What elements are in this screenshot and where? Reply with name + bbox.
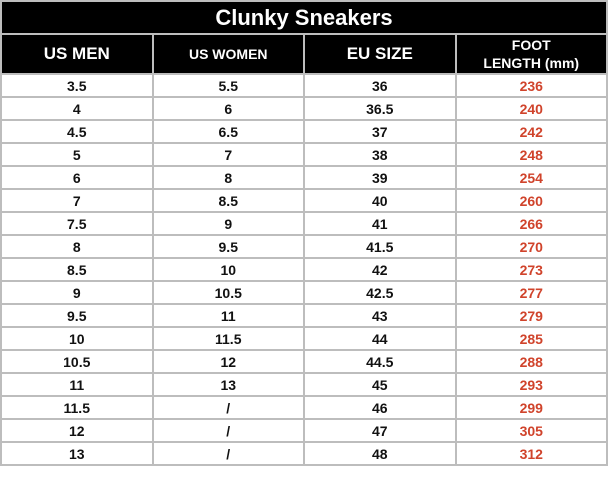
cell-us-men: 4.5 (0, 119, 154, 144)
table-row: 3.5 5.5 36 236 (0, 73, 608, 98)
cell-foot-length: 312 (454, 441, 608, 466)
cell-us-men: 5 (0, 142, 154, 167)
table-row: 4.5 6.5 37 242 (0, 119, 608, 144)
cell-us-women: 10 (151, 257, 305, 282)
cell-us-women: 12 (151, 349, 305, 374)
cell-us-women: 9.5 (151, 234, 305, 259)
cell-foot-length: 260 (454, 188, 608, 213)
table-row: 13/48 312 (0, 441, 608, 466)
cell-eu-size: 46 (303, 395, 457, 420)
header-foot-line1: FOOT (511, 37, 551, 53)
cell-us-women: 8.5 (151, 188, 305, 213)
cell-foot-length: 242 (454, 119, 608, 144)
table-row: 8.5 10 42 273 (0, 257, 608, 282)
cell-foot-length: 299 (454, 395, 608, 420)
cell-eu-size: 36 (303, 73, 457, 98)
cell-eu-size: 44 (303, 326, 457, 351)
header-foot-line2: LENGTH (mm) (483, 55, 580, 71)
header-us-women: US WOMEN (151, 33, 305, 75)
cell-foot-length: 266 (454, 211, 608, 236)
cell-us-men: 12 (0, 418, 154, 443)
cell-foot-length: 248 (454, 142, 608, 167)
cell-foot-length: 273 (454, 257, 608, 282)
cell-us-women: / (151, 418, 305, 443)
cell-us-women: 13 (151, 372, 305, 397)
cell-us-men: 13 (0, 441, 154, 466)
cell-eu-size: 42.5 (303, 280, 457, 305)
cell-us-men: 6 (0, 165, 154, 190)
cell-eu-size: 38 (303, 142, 457, 167)
cell-us-men: 4 (0, 96, 154, 121)
cell-us-men: 8 (0, 234, 154, 259)
table-row: 10.5 12 44.5 288 (0, 349, 608, 374)
table-row: 9.5 11 43 279 (0, 303, 608, 328)
cell-eu-size: 36.5 (303, 96, 457, 121)
header-us-men: US MEN (0, 33, 154, 75)
cell-eu-size: 44.5 (303, 349, 457, 374)
chart-title: Clunky Sneakers (0, 0, 608, 35)
cell-us-men: 8.5 (0, 257, 154, 282)
table-row: 12/47 305 (0, 418, 608, 443)
cell-us-women: 7 (151, 142, 305, 167)
cell-eu-size: 39 (303, 165, 457, 190)
cell-foot-length: 254 (454, 165, 608, 190)
cell-eu-size: 37 (303, 119, 457, 144)
cell-us-women: 10.5 (151, 280, 305, 305)
cell-eu-size: 48 (303, 441, 457, 466)
cell-foot-length: 293 (454, 372, 608, 397)
table-row: 11 13 45 293 (0, 372, 608, 397)
cell-us-men: 11 (0, 372, 154, 397)
cell-us-women: 11 (151, 303, 305, 328)
cell-eu-size: 41 (303, 211, 457, 236)
cell-foot-length: 305 (454, 418, 608, 443)
cell-foot-length: 240 (454, 96, 608, 121)
table-row: 10 11.5 44 285 (0, 326, 608, 351)
cell-foot-length: 236 (454, 73, 608, 98)
cell-us-women: 11.5 (151, 326, 305, 351)
cell-eu-size: 42 (303, 257, 457, 282)
cell-us-men: 3.5 (0, 73, 154, 98)
header-eu-size: EU SIZE (303, 33, 457, 75)
cell-foot-length: 285 (454, 326, 608, 351)
cell-us-women: 8 (151, 165, 305, 190)
cell-foot-length: 277 (454, 280, 608, 305)
cell-foot-length: 270 (454, 234, 608, 259)
cell-foot-length: 288 (454, 349, 608, 374)
cell-foot-length: 279 (454, 303, 608, 328)
cell-us-men: 9 (0, 280, 154, 305)
cell-us-men: 10 (0, 326, 154, 351)
cell-eu-size: 45 (303, 372, 457, 397)
cell-us-men: 11.5 (0, 395, 154, 420)
cell-us-men: 7.5 (0, 211, 154, 236)
size-chart-table: Clunky Sneakers US MEN US WOMEN EU SIZE … (0, 0, 608, 466)
cell-eu-size: 47 (303, 418, 457, 443)
header-row: US MEN US WOMEN EU SIZE FOOT LENGTH (mm) (0, 33, 608, 75)
table-row: 5 7 38 248 (0, 142, 608, 167)
cell-us-women: 6.5 (151, 119, 305, 144)
table-row: 7 8.5 40 260 (0, 188, 608, 213)
table-row: 4 6 36.5 240 (0, 96, 608, 121)
cell-us-women: 5.5 (151, 73, 305, 98)
table-row: 9 10.5 42.5 277 (0, 280, 608, 305)
cell-us-women: / (151, 395, 305, 420)
cell-us-women: 9 (151, 211, 305, 236)
cell-us-men: 7 (0, 188, 154, 213)
cell-eu-size: 40 (303, 188, 457, 213)
header-foot-length: FOOT LENGTH (mm) (454, 33, 608, 75)
cell-us-men: 10.5 (0, 349, 154, 374)
table-row: 7.5 9 41 266 (0, 211, 608, 236)
cell-us-men: 9.5 (0, 303, 154, 328)
table-row: 6 8 39 254 (0, 165, 608, 190)
table-row: 8 9.5 41.5 270 (0, 234, 608, 259)
cell-us-women: / (151, 441, 305, 466)
cell-eu-size: 41.5 (303, 234, 457, 259)
table-row: 11.5/46 299 (0, 395, 608, 420)
cell-us-women: 6 (151, 96, 305, 121)
cell-eu-size: 43 (303, 303, 457, 328)
